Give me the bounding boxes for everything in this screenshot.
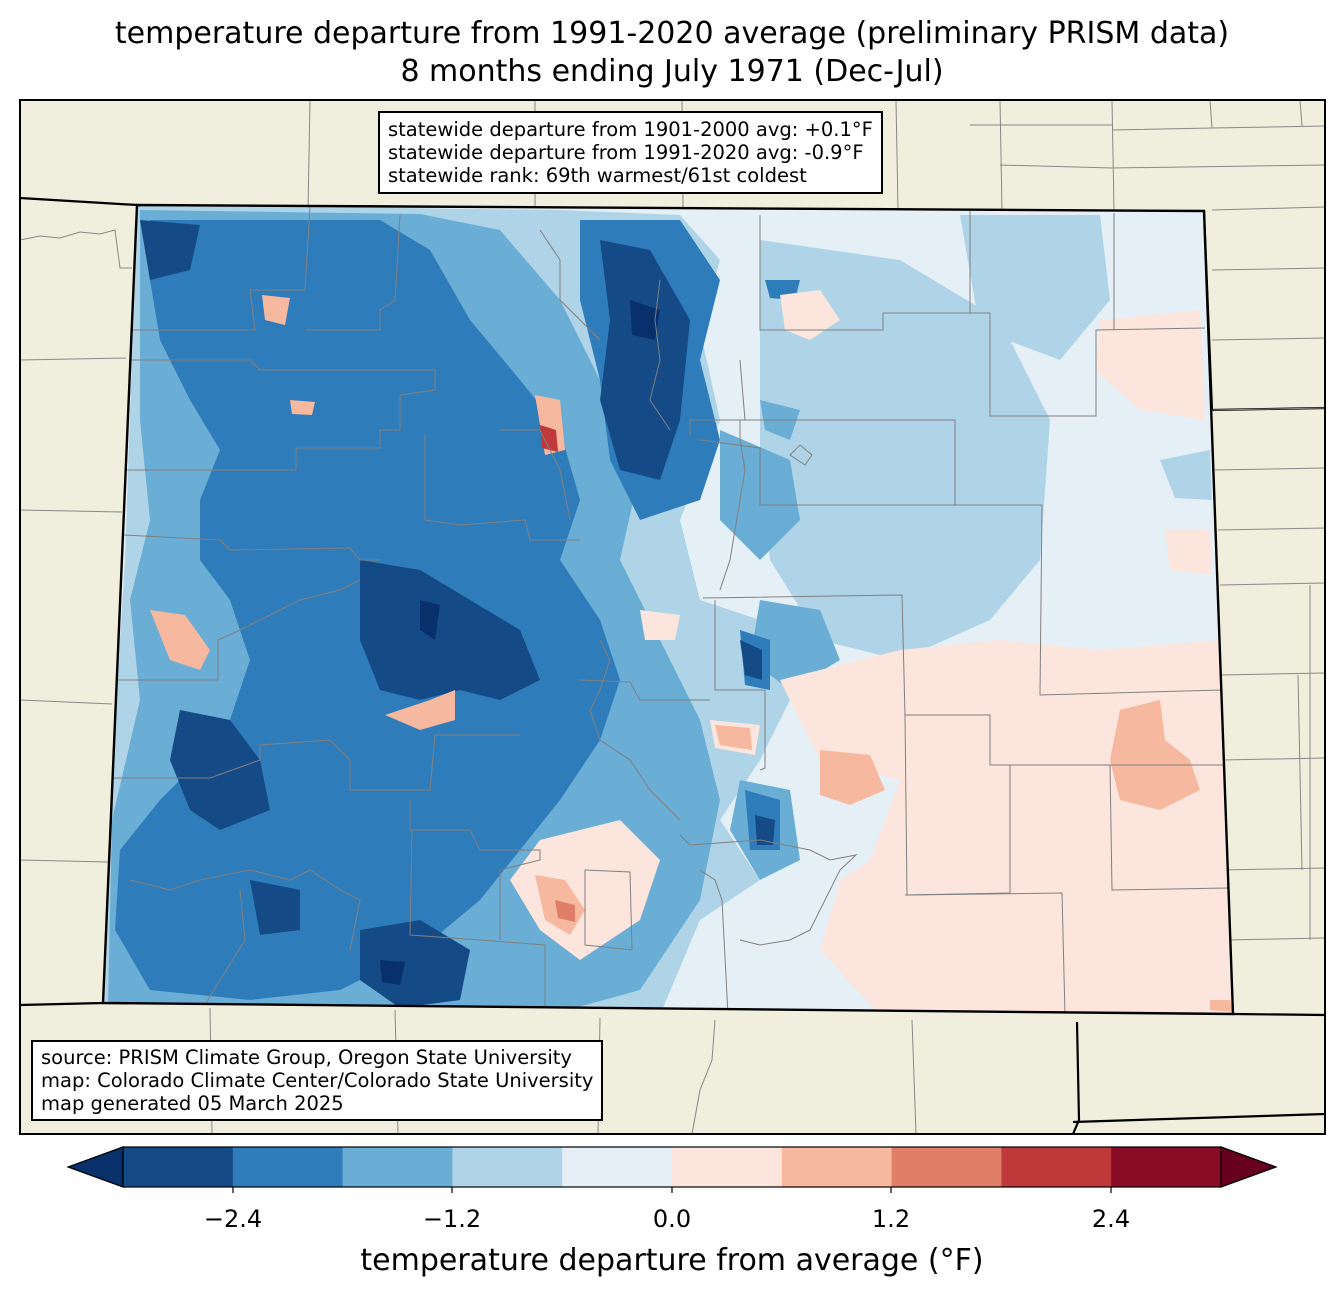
stats-rank: statewide rank: 69th warmest/61st coldes… bbox=[388, 164, 807, 187]
colorbar-bin bbox=[672, 1147, 783, 1187]
colorbar-max-arrow bbox=[1220, 1146, 1278, 1188]
colorbar-bins bbox=[123, 1147, 1222, 1187]
colorbar-bin bbox=[232, 1147, 344, 1187]
colorbar-bin bbox=[1001, 1147, 1112, 1187]
statewide-stats-box: statewide departure from 1901-2000 avg: … bbox=[378, 111, 883, 194]
colorbar-tick-label: −1.2 bbox=[422, 1205, 482, 1233]
source-credit-box: source: PRISM Climate Group, Oregon Stat… bbox=[31, 1040, 604, 1121]
source-generated-date: map generated 05 March 2025 bbox=[41, 1092, 344, 1115]
colorbar-bin bbox=[562, 1147, 673, 1187]
temperature-contours bbox=[103, 205, 1233, 1014]
colorbar-tick-marks bbox=[232, 1187, 1112, 1193]
colorbar-bin bbox=[1111, 1147, 1222, 1187]
colorbar-bin bbox=[781, 1147, 893, 1187]
colorbar-bin bbox=[342, 1147, 453, 1187]
colorbar-tick-label: 0.0 bbox=[652, 1205, 692, 1233]
map-title-line-2: 8 months ending July 1971 (Dec-Jul) bbox=[400, 54, 944, 89]
map-title-line-1: temperature departure from 1991-2020 ave… bbox=[114, 16, 1230, 51]
colorbar-label: temperature departure from average (°F) bbox=[360, 1243, 984, 1278]
colorbar-tick-label: −2.4 bbox=[203, 1205, 263, 1233]
source-prism: source: PRISM Climate Group, Oregon Stat… bbox=[41, 1046, 572, 1069]
stats-departure-1901-2000: statewide departure from 1901-2000 avg: … bbox=[388, 118, 873, 141]
map-frame bbox=[19, 99, 1326, 1135]
colorbar-tick-label: 1.2 bbox=[871, 1205, 911, 1233]
colorbar-min-arrow bbox=[66, 1146, 124, 1188]
colorado-state-outline bbox=[101, 203, 1235, 1016]
colorbar-bin bbox=[123, 1147, 234, 1187]
source-map-credit: map: Colorado Climate Center/Colorado St… bbox=[41, 1069, 594, 1092]
stats-departure-1991-2020: statewide departure from 1991-2020 avg: … bbox=[388, 141, 864, 164]
colorbar-tick-label: 2.4 bbox=[1091, 1205, 1131, 1233]
colorado-county-lines bbox=[112, 206, 1229, 1014]
colorbar-bin bbox=[452, 1147, 563, 1187]
colorbar-bin bbox=[891, 1147, 1002, 1187]
